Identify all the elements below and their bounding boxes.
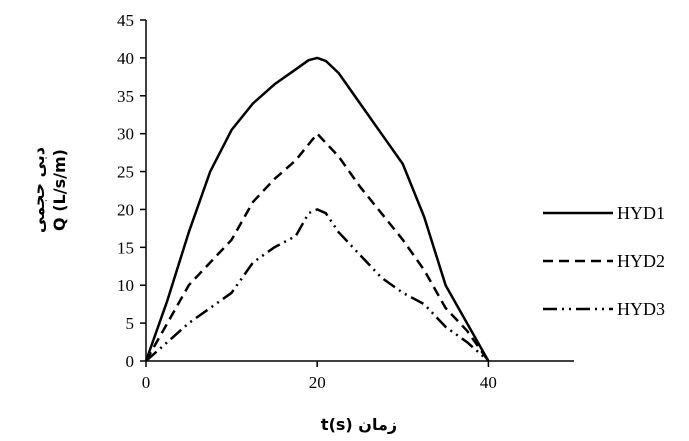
y-tick-label: 40 [117,49,134,68]
y-tick-label: 5 [126,314,135,333]
x-tick-label: 40 [480,373,497,392]
y-tick-label: 30 [117,125,134,144]
series-lines [144,56,490,362]
y-axis-title-line-1: دبی حجمی [29,147,48,233]
x-axis-title: t(s) زمان [321,415,397,434]
y-tick-label: 35 [117,87,134,106]
legend-label-hyd2: HYD2 [617,251,665,271]
y-tick-label: 15 [117,238,134,257]
legend: HYD1 HYD2 HYD3 [543,203,665,319]
x-axis-ticks: 0 20 40 [142,361,497,392]
x-tick-label: 20 [309,373,326,392]
y-tick-label: 0 [126,352,135,371]
y-axis-title: دبی حجمی Q (L/s/m) [29,147,69,233]
series-line-hyd2 [144,132,490,362]
y-tick-label: 10 [117,276,134,295]
y-axis-ticks: 0 5 10 15 20 25 30 35 40 45 [117,11,146,371]
legend-label-hyd3: HYD3 [617,299,665,319]
y-axis-title-line-2: Q (L/s/m) [50,149,69,231]
y-tick-label: 45 [117,11,134,30]
series-line-hyd1 [144,56,490,362]
series-line-hyd3 [145,208,490,362]
y-tick-label: 25 [117,163,134,182]
y-tick-label: 20 [117,200,134,219]
x-tick-label: 0 [142,373,151,392]
legend-label-hyd1: HYD1 [617,203,665,223]
plot-area: 0 5 10 15 20 25 30 35 40 45 0 20 40 [117,11,574,392]
